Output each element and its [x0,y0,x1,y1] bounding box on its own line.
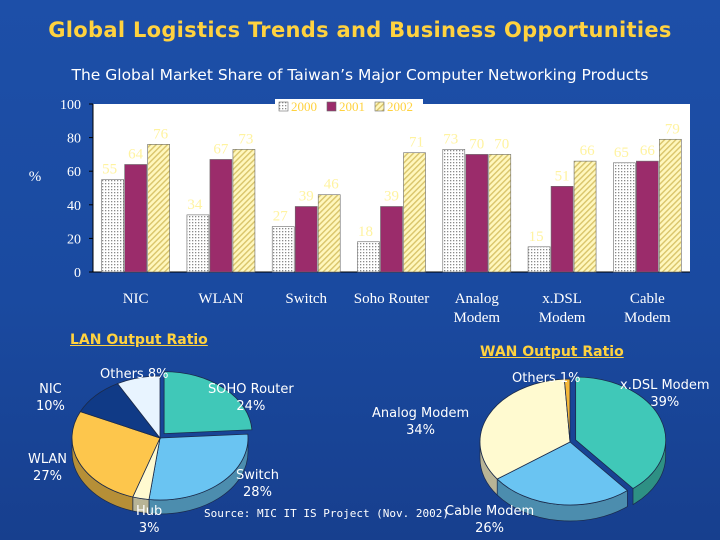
bar-2002-switch [317,194,341,273]
x-tick-label: Modem [624,310,671,326]
bar-2001-switch [294,206,318,273]
bar-2002-nic [147,144,170,273]
bar-value-label: 39 [299,188,314,204]
bar-2002-wlan [232,149,256,273]
y-tick-label: 60 [67,165,81,180]
lan-slice-switch [148,433,249,501]
bar-value-label: 34 [187,197,203,213]
lan-label-switch: Switch 28% [236,468,279,500]
bar-value-label: 18 [358,224,373,240]
x-tick-label: Analog [455,291,500,307]
bar-2001-x-dsl-modem [550,186,574,273]
x-tick-label: Soho Router [354,291,429,307]
bar-value-label: 76 [153,126,169,142]
bar-value-label: 66 [640,143,656,159]
x-tick-label: Modem [539,310,586,326]
bar-2000-soho-router [357,241,380,273]
x-tick-label: x.DSL [542,291,582,307]
legend-swatch-2002 [374,101,385,112]
bar-2000-switch [271,226,295,273]
bar-value-label: 27 [273,209,289,225]
bar-2002-analog-modem [488,154,512,273]
legend-label-2000: 2000 [291,99,317,114]
bar-value-label: 55 [102,162,117,178]
lan-label-wlan: WLAN 27% [28,452,68,484]
bar-value-label: 66 [580,143,596,159]
legend-swatch-2001 [326,101,337,112]
y-tick-label: 100 [60,98,81,113]
bar-value-label: 46 [324,177,340,193]
legend-label-2001: 2001 [339,99,365,114]
wan-slice-others [563,378,571,443]
bar-2002-x-dsl-modem [573,160,597,273]
bar-2000-wlan [186,214,210,273]
wan-label-xdsl: x.DSL Modem 39% [620,378,710,410]
bar-2001-analog-modem [465,154,489,273]
bar-value-label: 64 [128,146,144,162]
lan-label-soho-router: SOHO Router 24% [208,382,294,414]
wan-label-cable: Cable Modem 26% [445,504,535,536]
lan-label-hub: Hub 3% [136,504,163,536]
slide-title: Global Logistics Trends and Business Opp… [48,18,672,42]
wan-slice-x-dsl-modem [575,376,667,489]
lan-slice-wlan [71,411,161,498]
bar-value-label: 70 [494,136,509,152]
bar-2001-soho-router [380,206,403,273]
wan-slice-analog-modem [479,378,571,480]
wan-label-others: Others 1% [512,371,581,386]
bar-2000-analog-modem [442,149,466,273]
y-axis-label: % [29,169,42,185]
wan-label-analog: Analog Modem 34% [372,406,470,438]
wan-slice-cable-modem [496,441,629,506]
bar-value-label: 71 [409,135,424,151]
bar-2001-wlan [209,159,233,273]
bar-value-label: 73 [443,131,458,147]
bar-2000-x-dsl-modem [527,246,551,273]
legend-label-2002: 2002 [387,99,413,114]
y-tick-label: 80 [67,132,81,147]
bar-2000-nic [101,179,124,273]
x-tick-label: WLAN [198,291,243,307]
bar-2002-cable-modem [659,138,682,273]
legend-swatch-2000 [278,101,289,112]
bar-value-label: 51 [555,168,570,184]
y-tick-label: 40 [67,199,81,214]
x-tick-label: Switch [285,291,327,307]
lan-slice-soho-router [163,371,253,435]
lan-label-others: Others 8% [100,367,169,382]
x-tick-label: Cable [630,291,665,307]
wan-pie-title: WAN Output Ratio [480,344,624,360]
legend-box [275,99,423,113]
bar-value-label: 15 [529,229,544,245]
bar-2002-soho-router [403,152,426,273]
bar-value-label: 39 [384,188,399,204]
bar-value-label: 65 [614,145,629,161]
lan-pie-title: LAN Output Ratio [70,332,208,348]
bar-2001-cable-modem [636,160,659,273]
chart-subtitle: The Global Market Share of Taiwan’s Majo… [71,66,649,84]
lan-label-nic: NIC 10% [36,382,65,414]
x-tick-label: NIC [123,291,149,307]
bar-2001-nic [124,164,147,273]
bar-2000-cable-modem [613,162,636,273]
y-tick-label: 20 [67,232,81,247]
bar-value-label: 67 [213,141,229,157]
y-tick-label: 0 [74,266,81,281]
bar-value-label: 70 [469,136,484,152]
x-tick-label: Modem [453,310,500,326]
source-note: Source: MIC IT IS Project (Nov. 2002) [204,507,450,520]
bar-value-label: 79 [665,121,680,137]
bar-value-label: 73 [238,131,253,147]
lan-slice-others [116,375,161,440]
